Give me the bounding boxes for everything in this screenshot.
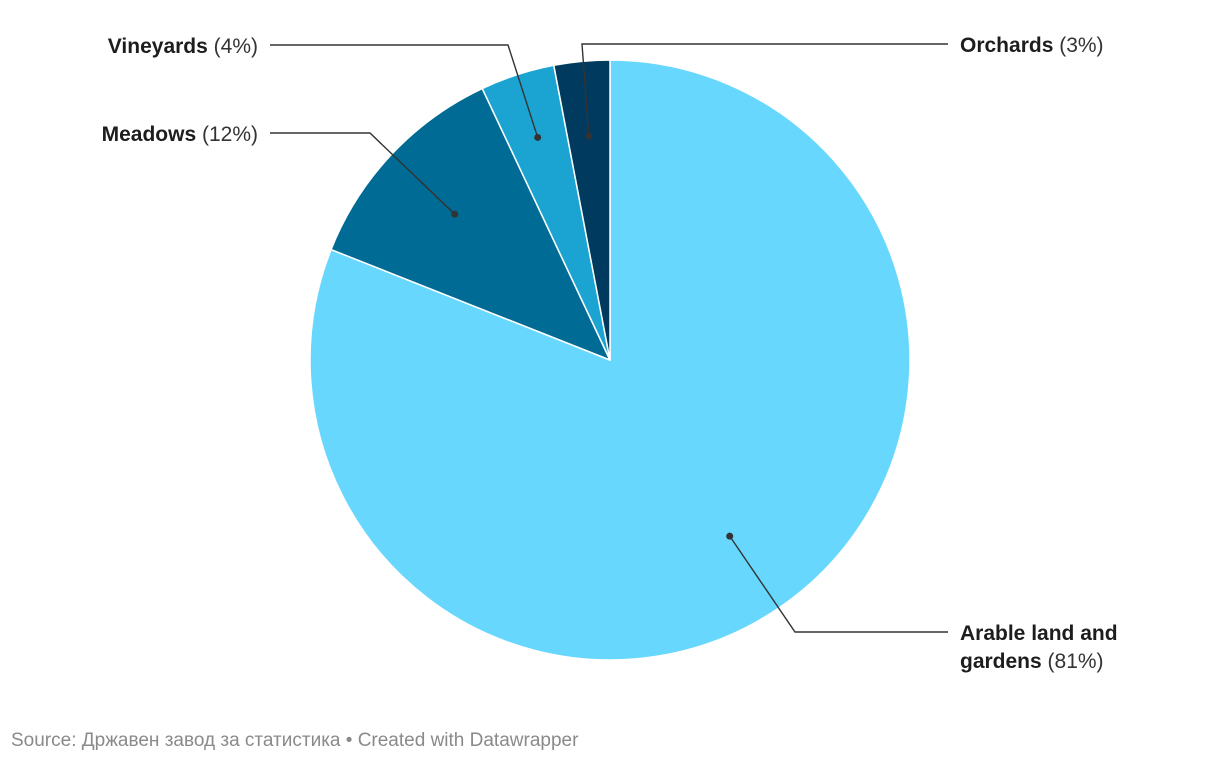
leader-line-vineyards bbox=[270, 44, 539, 138]
leader-line-orchards bbox=[581, 43, 948, 137]
leader-line-meadows bbox=[270, 132, 456, 215]
slice-label-name: Vineyards bbox=[108, 35, 208, 58]
leader-dot-orchards bbox=[585, 132, 593, 140]
pie-slice-meadows bbox=[330, 87, 611, 361]
slice-label-percent: (81%) bbox=[1042, 650, 1104, 673]
slice-label-name: gardens bbox=[960, 650, 1042, 673]
leader-dot-meadows bbox=[451, 210, 459, 218]
slice-label-percent: (12%) bbox=[196, 123, 258, 146]
pie-slices bbox=[309, 59, 911, 661]
slice-label-orchards: Orchards (3%) bbox=[960, 34, 1104, 57]
leader-lines bbox=[270, 43, 948, 633]
leader-dot-arable-land-and-gardens bbox=[726, 532, 734, 540]
slice-labels: Arable land and gardens (81%) Meadows (12%… bbox=[102, 34, 1118, 673]
slice-label-meadows: Meadows (12%) bbox=[102, 123, 258, 146]
leader-line-arable-land-and-gardens bbox=[729, 535, 948, 633]
slice-label-name: Orchards bbox=[960, 34, 1053, 57]
slice-label-name: Meadows bbox=[102, 123, 197, 146]
slice-label-percent: (3%) bbox=[1053, 34, 1103, 57]
pie-slice-orchards bbox=[553, 59, 611, 361]
slice-label-arable-land-and-gardens: Arable land and gardens (81%) bbox=[960, 622, 1118, 673]
slice-label-percent: (4%) bbox=[208, 35, 258, 58]
source-footer: Source: Државен завод за статистика • Cr… bbox=[11, 730, 579, 751]
slice-label-name: Arable land and bbox=[960, 622, 1118, 645]
slice-label-vineyards: Vineyards (4%) bbox=[108, 35, 258, 58]
leader-dot-vineyards bbox=[534, 133, 542, 141]
